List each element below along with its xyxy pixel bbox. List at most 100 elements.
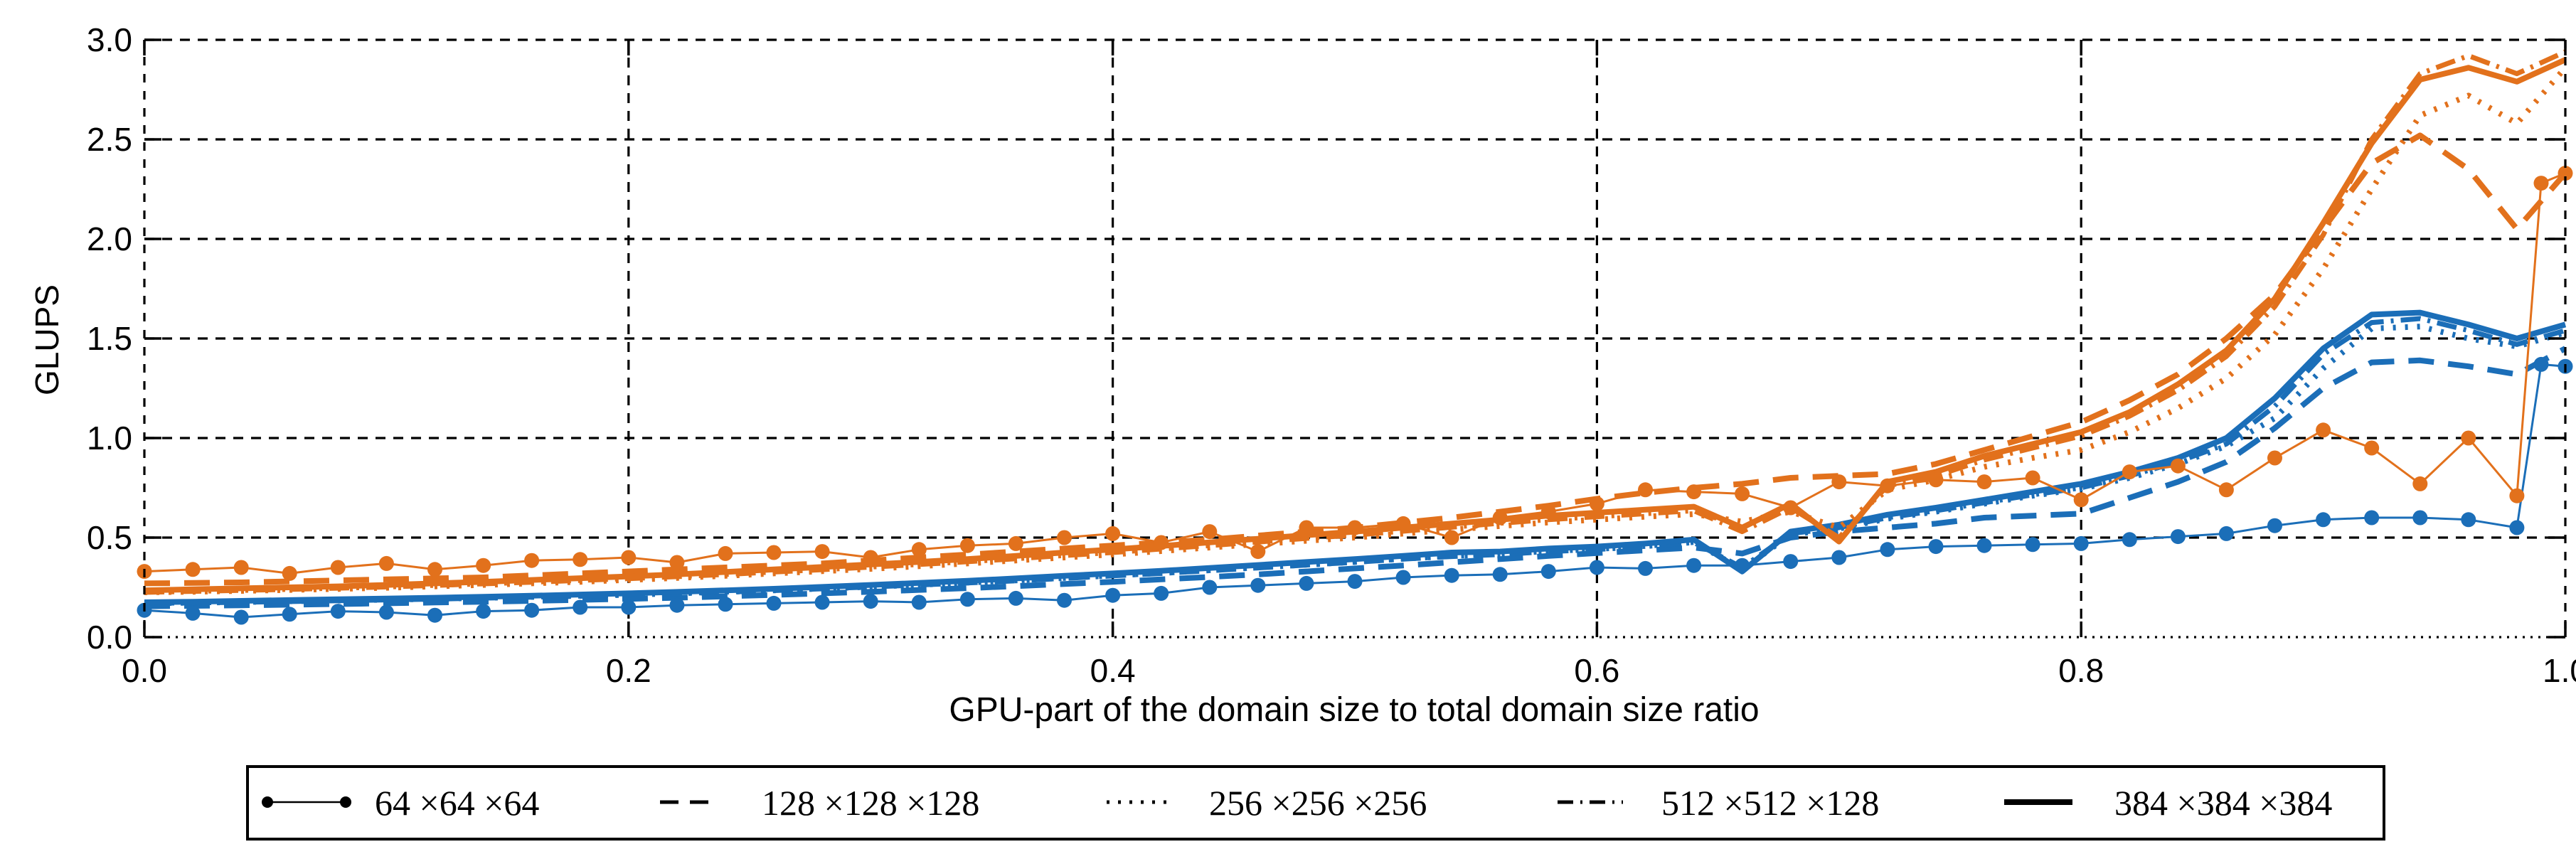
- marker-dot: [1395, 516, 1411, 531]
- x-axis-title: GPU-part of the domain size to total dom…: [949, 691, 1759, 729]
- marker-dot: [282, 565, 297, 581]
- marker-dot: [1105, 587, 1121, 603]
- marker-dot: [1540, 504, 1556, 520]
- marker-dot: [1202, 580, 1218, 595]
- marker-dot: [1444, 530, 1459, 545]
- marker-dot: [959, 538, 975, 553]
- y-tick-label: 0.0: [87, 619, 132, 656]
- marker-dot: [2170, 529, 2186, 545]
- marker-dot: [1347, 574, 1363, 589]
- marker-dot: [766, 545, 782, 560]
- marker-dot: [1492, 510, 1508, 525]
- axis-layer: 0.0 0.2 0.4 0.6 0.8 1.0 0.0 0.5 1.0 1.5 2.0 2.5 3.0: [87, 21, 2576, 689]
- marker-dot: [1831, 474, 1847, 490]
- marker-dot: [2412, 510, 2428, 525]
- marker-dot: [2533, 176, 2549, 191]
- marker-dot: [718, 597, 733, 612]
- series-line-orange-64x64x64: [144, 172, 2566, 575]
- series-blue-512x512x128: [144, 316, 2566, 606]
- series-orange-512x512x128: [144, 49, 2567, 595]
- marker-dot: [524, 602, 540, 618]
- marker-dot: [2073, 492, 2089, 508]
- legend-item-3: 256 ×256 ×256: [1107, 783, 1427, 823]
- series-blue-384x384x384: [144, 309, 2567, 605]
- marker-dot: [2461, 512, 2476, 528]
- marker-dot: [1299, 520, 1314, 535]
- marker-dot: [233, 560, 249, 575]
- marker-dot: [1008, 590, 1023, 606]
- marker-dot: [1783, 500, 1799, 516]
- marker-dot: [1057, 530, 1072, 545]
- marker-dot: [2316, 422, 2331, 438]
- marker-dot: [1444, 567, 1459, 583]
- marker-dot: [2218, 482, 2234, 498]
- marker-dot: [911, 542, 927, 557]
- marker-dot: [1638, 482, 1653, 498]
- legend-marker-dot: [262, 796, 273, 808]
- marker-dot: [863, 594, 878, 609]
- legend-marker-dot: [340, 796, 351, 808]
- marker-dot: [185, 562, 201, 577]
- marker-dot: [1783, 554, 1799, 570]
- series-blue-128x128x128: [144, 346, 2567, 609]
- marker-dot: [2122, 464, 2137, 480]
- marker-dot: [766, 595, 782, 611]
- y-tick-label: 3.0: [87, 21, 132, 58]
- marker-dot: [621, 550, 637, 565]
- marker-dot: [2073, 535, 2089, 551]
- x-tick-label: 1.0: [2543, 652, 2576, 689]
- series-orange-128x128x128: [144, 132, 2568, 587]
- marker-dot: [2509, 520, 2525, 535]
- marker-dot: [1976, 538, 1992, 553]
- series-layer: [137, 49, 2573, 625]
- series-line-blue-128x128x128: [144, 346, 2567, 609]
- marker-dot: [2461, 430, 2476, 446]
- marker-dot: [1831, 550, 1847, 565]
- marker-dot: [1299, 575, 1314, 591]
- series-line-blue-384x384x384: [144, 309, 2567, 605]
- marker-dot: [1735, 557, 1750, 573]
- y-axis-title: GLUPS: [28, 284, 65, 395]
- legend-label: 128 ×128 ×128: [762, 783, 979, 823]
- x-tick-label: 0.6: [1574, 652, 1619, 689]
- marker-dot: [911, 594, 927, 610]
- marker-dot: [1880, 542, 1895, 557]
- marker-dot: [476, 557, 491, 573]
- series-line-orange-512x512x128: [144, 49, 2567, 595]
- marker-dot: [959, 592, 975, 607]
- marker-dot: [1928, 539, 1944, 555]
- marker-dot: [2025, 470, 2040, 486]
- marker-dot: [1105, 525, 1121, 541]
- marker-dot: [330, 604, 346, 619]
- marker-dot: [1589, 496, 1604, 511]
- series-blue-64x64x64: [137, 356, 2573, 625]
- legend-item-4: 512 ×512 ×128: [1558, 783, 1879, 823]
- marker-dot: [2364, 440, 2380, 456]
- marker-dot: [1250, 577, 1266, 593]
- marker-dot: [669, 597, 685, 613]
- marker-dot: [185, 605, 201, 621]
- y-tick-label: 0.5: [87, 519, 132, 556]
- marker-dot: [427, 607, 442, 623]
- marker-dot: [2412, 476, 2428, 491]
- marker-dot: [427, 562, 442, 577]
- marker-dot: [1686, 557, 1702, 573]
- legend-label: 384 ×384 ×384: [2114, 783, 2332, 823]
- marker-dot: [1735, 486, 1750, 501]
- marker-dot: [378, 555, 394, 571]
- y-tick-label: 2.0: [87, 220, 132, 257]
- marker-dot: [669, 555, 685, 570]
- marker-dot: [1154, 585, 1169, 601]
- marker-dot: [2316, 512, 2331, 528]
- marker-dot: [233, 609, 249, 625]
- series-line-orange-256x256x256: [144, 65, 2568, 595]
- x-tick-label: 0.0: [122, 652, 167, 689]
- marker-dot: [2509, 488, 2525, 503]
- legend-label: 512 ×512 ×128: [1661, 783, 1879, 823]
- y-tick-label: 1.5: [87, 320, 132, 357]
- marker-dot: [1202, 524, 1218, 540]
- marker-dot: [814, 544, 830, 560]
- legend: 64 ×64 ×64 128 ×128 ×128 256 ×256 ×256 512 …: [246, 765, 2385, 841]
- marker-dot: [378, 604, 394, 620]
- marker-dot: [1638, 560, 1653, 576]
